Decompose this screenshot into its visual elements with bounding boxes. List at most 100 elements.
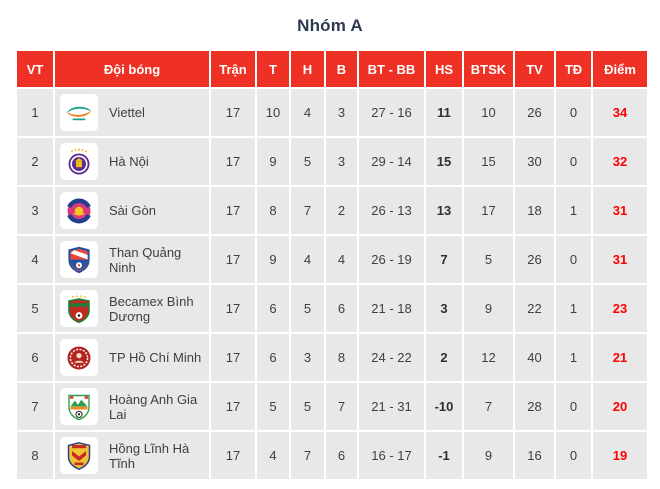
btsk-cell: 9 [462, 430, 515, 481]
ha-tinh-logo-icon [60, 437, 98, 474]
points-cell: 34 [591, 87, 649, 138]
points-cell: 21 [591, 332, 649, 383]
yellow-cards-cell: 40 [513, 332, 556, 383]
lost-cell: 7 [324, 381, 359, 432]
red-cards-cell: 0 [554, 136, 593, 187]
table-row: 7 Hoàng Anh Gia Lai [15, 381, 649, 432]
won-cell: 6 [255, 332, 291, 383]
points-cell: 32 [591, 136, 649, 187]
column-header-btsk: BTSK [462, 49, 515, 89]
red-cards-cell: 1 [554, 332, 593, 383]
points-cell: 19 [591, 430, 649, 481]
position-cell: 8 [15, 430, 55, 481]
header-row: VT Đội bóng Trận T H B BT - BB HS BTSK T… [15, 49, 649, 89]
team-name: TP Hồ Chí Minh [109, 350, 202, 365]
btsk-cell: 5 [462, 234, 515, 285]
lost-cell: 3 [324, 136, 359, 187]
goal-diff-cell: 11 [424, 87, 464, 138]
position-cell: 3 [15, 185, 55, 236]
hagl-logo-icon [60, 388, 98, 425]
table-row: 2 Hà Nội [15, 136, 649, 187]
column-header-hs: HS [424, 49, 464, 89]
red-cards-cell: 0 [554, 87, 593, 138]
team-name: Hồng Lĩnh Hà Tĩnh [109, 440, 190, 471]
column-header-h: H [289, 49, 326, 89]
table-row: 3 Sài Gòn 17 8 7 [15, 185, 649, 236]
position-cell: 7 [15, 381, 55, 432]
goals-cell: 27 - 16 [357, 87, 426, 138]
yellow-cards-cell: 22 [513, 283, 556, 334]
sai-gon-logo-icon [60, 192, 98, 229]
won-cell: 4 [255, 430, 291, 481]
yellow-cards-cell: 16 [513, 430, 556, 481]
goal-diff-cell: -1 [424, 430, 464, 481]
played-cell: 17 [209, 185, 257, 236]
column-header-td: TĐ [554, 49, 593, 89]
points-cell: 31 [591, 234, 649, 285]
drawn-cell: 7 [289, 430, 326, 481]
won-cell: 8 [255, 185, 291, 236]
team-cell[interactable]: Becamex Bình Dương [53, 283, 211, 334]
yellow-cards-cell: 28 [513, 381, 556, 432]
played-cell: 17 [209, 381, 257, 432]
position-cell: 6 [15, 332, 55, 383]
won-cell: 9 [255, 136, 291, 187]
team-cell[interactable]: Viettel [53, 87, 211, 138]
team-name: Becamex Bình Dương [109, 293, 194, 324]
won-cell: 10 [255, 87, 291, 138]
lost-cell: 4 [324, 234, 359, 285]
column-header-doi-bong: Đội bóng [53, 49, 211, 89]
yellow-cards-cell: 26 [513, 234, 556, 285]
goal-diff-cell: 13 [424, 185, 464, 236]
team-cell[interactable]: TP Hồ Chí Minh [53, 332, 211, 383]
btsk-cell: 12 [462, 332, 515, 383]
points-cell: 23 [591, 283, 649, 334]
goal-diff-cell: 15 [424, 136, 464, 187]
played-cell: 17 [209, 430, 257, 481]
column-header-vt: VT [15, 49, 55, 89]
goals-cell: 26 - 19 [357, 234, 426, 285]
table-row: 6 TP Hồ Chí Minh 17 6 3 8 [15, 332, 649, 383]
quang-ninh-logo-icon [60, 241, 98, 278]
red-cards-cell: 0 [554, 430, 593, 481]
yellow-cards-cell: 18 [513, 185, 556, 236]
position-cell: 5 [15, 283, 55, 334]
drawn-cell: 4 [289, 234, 326, 285]
team-cell[interactable]: Hà Nội [53, 136, 211, 187]
played-cell: 17 [209, 136, 257, 187]
table-row: 1 Viettel 17 10 4 3 27 - 16 1 [15, 87, 649, 138]
goals-cell: 21 - 31 [357, 381, 426, 432]
points-cell: 20 [591, 381, 649, 432]
team-name: Sài Gòn [109, 203, 156, 218]
drawn-cell: 4 [289, 87, 326, 138]
goals-cell: 24 - 22 [357, 332, 426, 383]
team-name: Hà Nội [109, 154, 149, 169]
points-cell: 31 [591, 185, 649, 236]
position-cell: 4 [15, 234, 55, 285]
red-cards-cell: 1 [554, 283, 593, 334]
drawn-cell: 5 [289, 136, 326, 187]
team-cell[interactable]: Hoàng Anh Gia Lai [53, 381, 211, 432]
btsk-cell: 15 [462, 136, 515, 187]
table-row: 8 Hồng Lĩnh Hà Tĩnh 17 4 7 [15, 430, 649, 481]
red-cards-cell: 0 [554, 234, 593, 285]
viettel-logo-icon [60, 94, 98, 131]
drawn-cell: 3 [289, 332, 326, 383]
team-cell[interactable]: Hồng Lĩnh Hà Tĩnh [53, 430, 211, 481]
won-cell: 9 [255, 234, 291, 285]
column-header-t: T [255, 49, 291, 89]
red-cards-cell: 0 [554, 381, 593, 432]
team-cell[interactable]: Sài Gòn [53, 185, 211, 236]
position-cell: 2 [15, 136, 55, 187]
table-row: 4 Than Quảng Ninh [15, 234, 649, 285]
played-cell: 17 [209, 234, 257, 285]
btsk-cell: 9 [462, 283, 515, 334]
goals-cell: 16 - 17 [357, 430, 426, 481]
drawn-cell: 5 [289, 381, 326, 432]
position-cell: 1 [15, 87, 55, 138]
goals-cell: 26 - 13 [357, 185, 426, 236]
team-cell[interactable]: Than Quảng Ninh [53, 234, 211, 285]
binh-duong-logo-icon [60, 290, 98, 327]
red-cards-cell: 1 [554, 185, 593, 236]
goals-cell: 29 - 14 [357, 136, 426, 187]
